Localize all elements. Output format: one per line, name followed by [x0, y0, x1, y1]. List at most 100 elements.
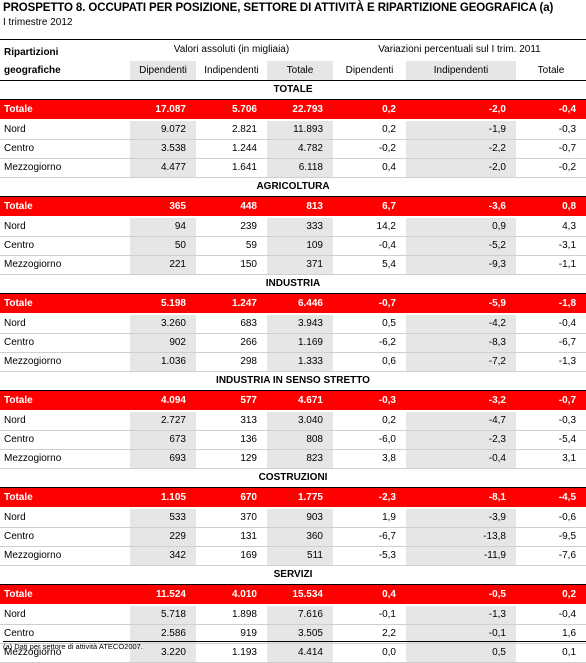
total-row: Totale 1.105 670 1.775 -2,3 -8,1 -4,5 — [0, 487, 586, 509]
row-label: Mezzogiorno — [0, 352, 130, 372]
row-label: Mezzogiorno — [0, 546, 130, 566]
row-label: Mezzogiorno — [0, 255, 130, 275]
table-cell: -2,0 — [406, 99, 516, 121]
section-header: INDUSTRIA IN SENSO STRETTO — [0, 371, 586, 391]
total-row: Totale 365 448 813 6,7 -3,6 0,8 — [0, 196, 586, 218]
row-label: Centro — [0, 430, 130, 450]
section-title: AGRICOLTURA — [0, 177, 586, 197]
table-cell: -3,6 — [406, 196, 516, 218]
table-cell: 3,1 — [516, 449, 586, 469]
row-label: Nord — [0, 120, 130, 140]
table-cell: 2,2 — [333, 624, 406, 644]
row-label: Mezzogiorno — [0, 158, 130, 178]
page-subtitle: I trimestre 2012 — [3, 17, 73, 28]
total-row: Totale 11.524 4.010 15.534 0,4 -0,5 0,2 — [0, 584, 586, 606]
table-cell: 2.821 — [196, 120, 267, 140]
table-cell: 0,2 — [333, 411, 406, 431]
table-cell: 5.706 — [196, 99, 267, 121]
table-cell: -4,2 — [406, 314, 516, 334]
table-cell: -0,4 — [406, 449, 516, 469]
table-cell: 2.727 — [130, 411, 196, 431]
table-cell: 1.641 — [196, 158, 267, 178]
table-cell: 0,8 — [516, 196, 586, 218]
table-cell: 673 — [130, 430, 196, 450]
table-cell: 333 — [267, 217, 333, 237]
table-cell: 1.898 — [196, 605, 267, 625]
table-cell: 919 — [196, 624, 267, 644]
table-cell: 1.244 — [196, 139, 267, 159]
table-cell: -11,9 — [406, 546, 516, 566]
col-header-totale: Totale — [267, 60, 333, 81]
section-header: SERVIZI — [0, 565, 586, 585]
table-cell: 808 — [267, 430, 333, 450]
col-header-var-indipendenti: Indipendenti — [406, 60, 516, 81]
table-cell: 7.616 — [267, 605, 333, 625]
section-header: AGRICOLTURA — [0, 177, 586, 197]
table-row: Mezzogiorno 4.477 1.641 6.118 0,4 -2,0 -0,2 — [0, 158, 586, 178]
table-row: Mezzogiorno 1.036 298 1.333 0,6 -7,2 -1,3 — [0, 352, 586, 372]
table-cell: 4.010 — [196, 584, 267, 606]
table-cell: 0,5 — [333, 314, 406, 334]
table-cell: -5,4 — [516, 430, 586, 450]
table-cell: 6.118 — [267, 158, 333, 178]
table-cell: 511 — [267, 546, 333, 566]
table-row: Centro 902 266 1.169 -6,2 -8,3 -6,7 — [0, 333, 586, 353]
table-cell: 4.094 — [130, 390, 196, 412]
table-cell: 6.446 — [267, 293, 333, 315]
table-cell: 0,4 — [333, 584, 406, 606]
table-cell: 371 — [267, 255, 333, 275]
table-cell: 1,9 — [333, 508, 406, 528]
table-cell: 3.040 — [267, 411, 333, 431]
table-cell: -6,7 — [333, 527, 406, 547]
table-row: Nord 2.727 313 3.040 0,2 -4,7 -0,3 — [0, 411, 586, 431]
table-cell: 11.893 — [267, 120, 333, 140]
section-header: TOTALE — [0, 80, 586, 100]
table-cell: 169 — [196, 546, 267, 566]
table-cell: 370 — [196, 508, 267, 528]
table-cell: 360 — [267, 527, 333, 547]
row-label: Centro — [0, 333, 130, 353]
total-row: Totale 4.094 577 4.671 -0,3 -3,2 -0,7 — [0, 390, 586, 412]
total-row: Totale 17.087 5.706 22.793 0,2 -2,0 -0,4 — [0, 99, 586, 121]
table-row: Nord 533 370 903 1,9 -3,9 -0,6 — [0, 508, 586, 528]
row-label: Totale — [0, 196, 130, 218]
row-label: Centro — [0, 527, 130, 547]
header-group-absolute: Valori assoluti (in migliaia) — [130, 38, 333, 61]
table-cell: 221 — [130, 255, 196, 275]
section-title: INDUSTRIA — [0, 274, 586, 294]
table-cell: 6,7 — [333, 196, 406, 218]
table-cell: -13,8 — [406, 527, 516, 547]
table-cell: 298 — [196, 352, 267, 372]
table-cell: 14,2 — [333, 217, 406, 237]
table-cell: -2,3 — [406, 430, 516, 450]
page-title: PROSPETTO 8. OCCUPATI PER POSIZIONE, SET… — [3, 2, 554, 14]
table-row: Mezzogiorno 342 169 511 -5,3 -11,9 -7,6 — [0, 546, 586, 566]
row-label: Mezzogiorno — [0, 449, 130, 469]
table-cell: -1,9 — [406, 120, 516, 140]
table-cell: -4,5 — [516, 487, 586, 509]
header-row-columns: Dipendenti Indipendenti Totale Dipendent… — [0, 60, 586, 81]
table-cell: -2,3 — [333, 487, 406, 509]
table-cell: -9,5 — [516, 527, 586, 547]
table-cell: 4.671 — [267, 390, 333, 412]
col-header-var-totale: Totale — [516, 60, 586, 81]
table-cell: -8,3 — [406, 333, 516, 353]
table-row: Nord 9.072 2.821 11.893 0,2 -1,9 -0,3 — [0, 120, 586, 140]
table-cell: -7,6 — [516, 546, 586, 566]
table-cell: 903 — [267, 508, 333, 528]
table-cell: 448 — [196, 196, 267, 218]
table-row: Centro 3.538 1.244 4.782 -0,2 -2,2 -0,7 — [0, 139, 586, 159]
table-cell: -1,3 — [516, 352, 586, 372]
section-title: COSTRUZIONI — [0, 468, 586, 488]
table-cell: -8,1 — [406, 487, 516, 509]
table-cell: 0,2 — [333, 99, 406, 121]
table-cell: 1.775 — [267, 487, 333, 509]
table-cell: -0,7 — [333, 293, 406, 315]
header-row-label: Ripartizioni geografiche — [0, 39, 130, 81]
table-cell: -0,4 — [516, 314, 586, 334]
table-cell: -0,4 — [516, 605, 586, 625]
table-cell: -0,4 — [333, 236, 406, 256]
table-cell: 1.036 — [130, 352, 196, 372]
row-label: Nord — [0, 411, 130, 431]
